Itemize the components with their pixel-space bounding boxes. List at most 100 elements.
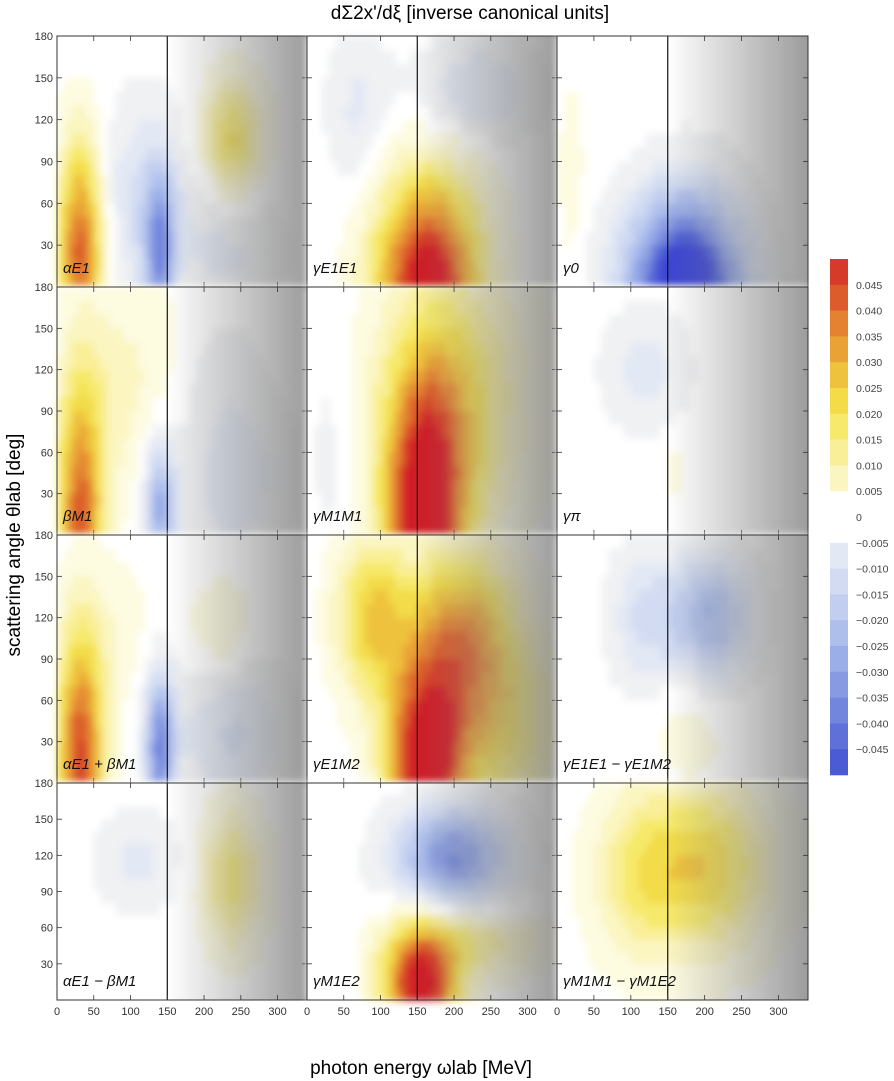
heatmap-cell <box>365 727 374 743</box>
heatmap-cell <box>145 217 154 232</box>
heatmap-cell <box>321 438 330 453</box>
heatmap-cell <box>395 493 404 509</box>
heatmap-cell <box>623 133 632 149</box>
heatmap-cell <box>329 36 338 51</box>
heatmap-cell <box>86 603 95 619</box>
heatmap-cell <box>86 617 95 633</box>
heatmap-cell <box>64 119 73 135</box>
heatmap-cell <box>57 105 65 121</box>
heatmap-cell <box>123 686 132 701</box>
heatmap-cell <box>645 273 654 288</box>
heatmap-cell <box>108 203 117 218</box>
heatmap-cell <box>329 727 338 743</box>
heatmap-cell <box>314 119 323 135</box>
heatmap-cell <box>601 287 610 302</box>
heatmap-cell <box>115 562 124 577</box>
heatmap-cell <box>608 133 617 149</box>
heatmap-cell <box>608 438 617 453</box>
heatmap-cell <box>71 659 80 674</box>
heatmap-cell <box>586 119 595 135</box>
heatmap-cell <box>351 493 360 509</box>
heatmap-cell <box>652 328 661 343</box>
heatmap-cell <box>571 189 580 204</box>
heatmap-cell <box>630 397 639 412</box>
heatmap-cell <box>638 466 647 481</box>
heatmap-cell <box>395 659 404 674</box>
heatmap-cell <box>351 91 360 107</box>
heatmap-cell <box>358 493 367 509</box>
heatmap-cell <box>108 355 117 371</box>
heatmap-cell <box>145 161 154 177</box>
heatmap-cell <box>402 217 411 232</box>
heatmap-cell <box>336 645 345 660</box>
heatmap-cell <box>108 535 117 550</box>
heatmap-cell <box>108 576 117 591</box>
heatmap-cell <box>321 631 330 646</box>
heatmap-panel-: γπ <box>556 286 809 536</box>
heatmap-cell <box>623 287 632 302</box>
heatmap-cell <box>145 383 154 398</box>
heatmap-cell <box>373 576 382 591</box>
heatmap-cell <box>564 479 573 495</box>
heatmap-cell <box>145 36 154 51</box>
heatmap-cell <box>373 645 382 660</box>
heatmap-cell <box>638 507 647 522</box>
heatmap-cell <box>57 466 65 481</box>
heatmap-cell <box>380 741 389 757</box>
heatmap-cell <box>373 245 382 260</box>
heatmap-cell <box>579 411 588 426</box>
heatmap-cell <box>343 424 352 440</box>
heatmap-cell <box>645 133 654 149</box>
heatmap-cell <box>145 590 154 605</box>
heatmap-cell <box>145 411 154 426</box>
heatmap-cell <box>101 63 110 79</box>
heatmap-cell <box>623 175 632 190</box>
heatmap-cell <box>64 590 73 605</box>
heatmap-cell <box>380 36 389 51</box>
heatmap-cell <box>79 741 88 757</box>
heatmap-cell <box>608 328 617 343</box>
heatmap-cell <box>343 175 352 190</box>
heatmap-cell <box>57 133 65 149</box>
heatmap-cell <box>329 452 338 467</box>
shaded-region <box>167 36 307 287</box>
heatmap-cell <box>86 438 95 453</box>
heatmap-cell <box>314 189 323 204</box>
heatmap-cell <box>571 175 580 190</box>
heatmap-cell <box>130 91 139 107</box>
heatmap-cell <box>586 493 595 509</box>
heatmap-cell <box>630 189 639 204</box>
heatmap-cell <box>351 314 360 329</box>
heatmap-cell <box>623 383 632 398</box>
heatmap-cell <box>571 479 580 495</box>
heatmap-cell <box>71 161 80 177</box>
heatmap-cell <box>115 686 124 701</box>
heatmap-cell <box>638 49 647 65</box>
heatmap-cell <box>365 287 374 302</box>
heatmap-cell <box>64 714 73 729</box>
heatmap-cell <box>123 411 132 426</box>
heatmap-cell <box>101 452 110 467</box>
heatmap-cell <box>130 314 139 329</box>
heatmap-cell <box>336 369 345 385</box>
heatmap-cell <box>64 342 73 357</box>
heatmap-cell <box>373 369 382 385</box>
heatmap-cell <box>137 479 146 495</box>
heatmap-cell <box>395 369 404 385</box>
heatmap-cell <box>123 741 132 757</box>
heatmap-cell <box>130 245 139 260</box>
heatmap-cell <box>71 119 80 135</box>
heatmap-cell <box>57 493 65 509</box>
heatmap-cell <box>145 63 154 79</box>
heatmap-cell <box>351 424 360 440</box>
heatmap-cell <box>57 755 65 770</box>
heatmap-cell <box>71 63 80 79</box>
heatmap-cell <box>409 727 418 743</box>
heatmap-cell <box>601 479 610 495</box>
heatmap-cell <box>652 397 661 412</box>
heatmap-cell <box>101 245 110 260</box>
heatmap-cell <box>601 245 610 260</box>
heatmap-cell <box>57 727 65 743</box>
heatmap-cell <box>586 369 595 385</box>
heatmap-cell <box>630 521 639 536</box>
